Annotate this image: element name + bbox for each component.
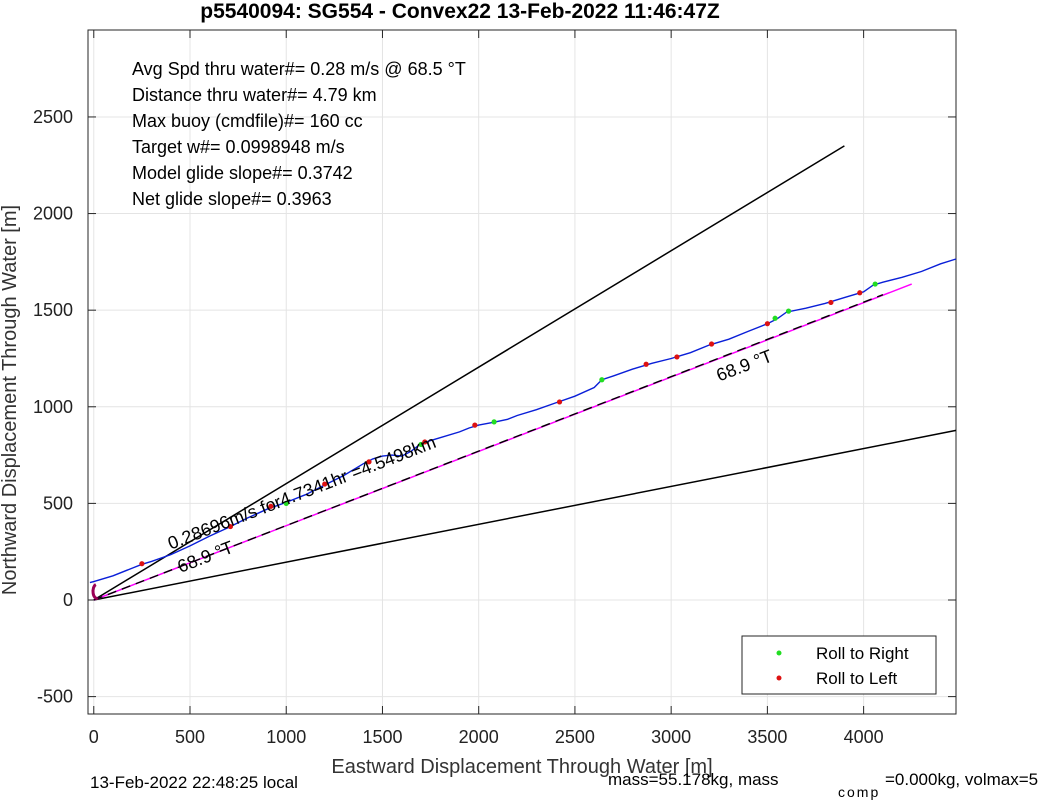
x-tick-label: 3500 — [747, 727, 787, 747]
x-tick-label: 500 — [175, 727, 205, 747]
chart-title: p5540094: SG554 - Convex22 13-Feb-2022 1… — [200, 0, 720, 23]
x-tick-label: 1000 — [266, 727, 306, 747]
roll-left-point — [366, 459, 372, 465]
stats-line: Net glide slope#= 0.3963 — [132, 189, 332, 209]
roll-right-point — [785, 308, 792, 314]
x-tick-label: 0 — [89, 727, 99, 747]
roll-left-point — [857, 290, 863, 296]
series-line-lower-bound — [93, 429, 957, 601]
x-tick-label: 4000 — [844, 727, 884, 747]
footer-comp-volmax: =0.000kg, volmax=5 — [885, 770, 1038, 789]
roll-right-point — [599, 377, 605, 383]
roll-left-point — [674, 354, 680, 360]
y-axis-label: Northward Displacement Through Water [m] — [0, 205, 21, 595]
roll-left-point — [268, 503, 274, 509]
stats-line: Target w#= 0.0998948 m/s — [132, 137, 345, 157]
series-line-upper-bound — [93, 145, 845, 601]
stats-line: Max buoy (cmdfile)#= 160 cc — [132, 111, 363, 131]
y-tick-label: 1500 — [33, 300, 73, 320]
legend-roll-right-marker — [776, 650, 782, 656]
roll-left-point — [139, 561, 145, 567]
y-tick-label: 0 — [63, 590, 73, 610]
x-tick-label: 2000 — [459, 727, 499, 747]
roll-left-point — [322, 481, 328, 487]
roll-right-point — [491, 419, 497, 425]
legend-roll-left-marker — [776, 675, 782, 681]
plot-frame — [87, 29, 957, 715]
heading-annotation: 68.9 °T — [714, 346, 776, 386]
x-tick-label: 1500 — [362, 727, 402, 747]
roll-right-point — [772, 315, 778, 321]
footer-comp-subscript: comp — [838, 784, 880, 800]
heading-annotation: 0.28696m/s for4.7341hr =4.5498km — [165, 432, 439, 554]
annotations: 68.9 °T0.28696m/s for4.7341hr =4.5498km6… — [165, 346, 775, 577]
roll-left-point — [472, 422, 478, 428]
roll-markers — [139, 281, 878, 567]
y-tick-label: 2500 — [33, 107, 73, 127]
y-tick-label: -500 — [37, 687, 73, 707]
stats-line: Distance thru water#= 4.79 km — [132, 85, 377, 105]
series-line-track — [89, 258, 957, 584]
legend-roll-left-label: Roll to Left — [816, 669, 898, 688]
footer-local-time: 13-Feb-2022 22:48:25 local — [90, 773, 298, 792]
series-lines — [89, 145, 957, 601]
origin-loop — [91, 583, 99, 600]
stats-line: Avg Spd thru water#= 0.28 m/s @ 68.5 °T — [132, 59, 466, 79]
y-tick-label: 500 — [43, 493, 73, 513]
legend: Roll to Right Roll to Left — [741, 635, 937, 695]
roll-left-point — [422, 439, 428, 445]
grid — [88, 30, 956, 714]
roll-left-point — [828, 299, 834, 306]
stats-line: Model glide slope#= 0.3742 — [132, 163, 353, 183]
x-axis-label: Eastward Displacement Through Water [m] — [331, 756, 712, 778]
stats-block: Avg Spd thru water#= 0.28 m/s @ 68.5 °T D… — [132, 59, 466, 209]
roll-right-point — [418, 441, 424, 448]
roll-left-point — [556, 399, 563, 405]
roll-left-point — [764, 321, 770, 327]
x-tick-label: 3000 — [651, 727, 691, 747]
y-tick-label: 2000 — [33, 204, 73, 224]
y-tick-label: 1000 — [33, 397, 73, 417]
footer-mass: mass=55.178kg, mass — [608, 770, 779, 789]
roll-right-point — [283, 500, 289, 506]
legend-roll-right-label: Roll to Right — [816, 644, 909, 663]
x-tick-label: 2500 — [555, 727, 595, 747]
roll-left-point — [643, 361, 649, 367]
legend-box — [741, 635, 937, 695]
axis-ticks: 0 500 1000 1500 2000 2500 3000 3500 4000 -500 0 500… — [33, 30, 956, 747]
roll-left-point — [708, 341, 715, 347]
roll-right-point — [872, 281, 878, 287]
series-line-dashed-heading — [93, 294, 884, 601]
roll-left-point — [227, 523, 234, 530]
